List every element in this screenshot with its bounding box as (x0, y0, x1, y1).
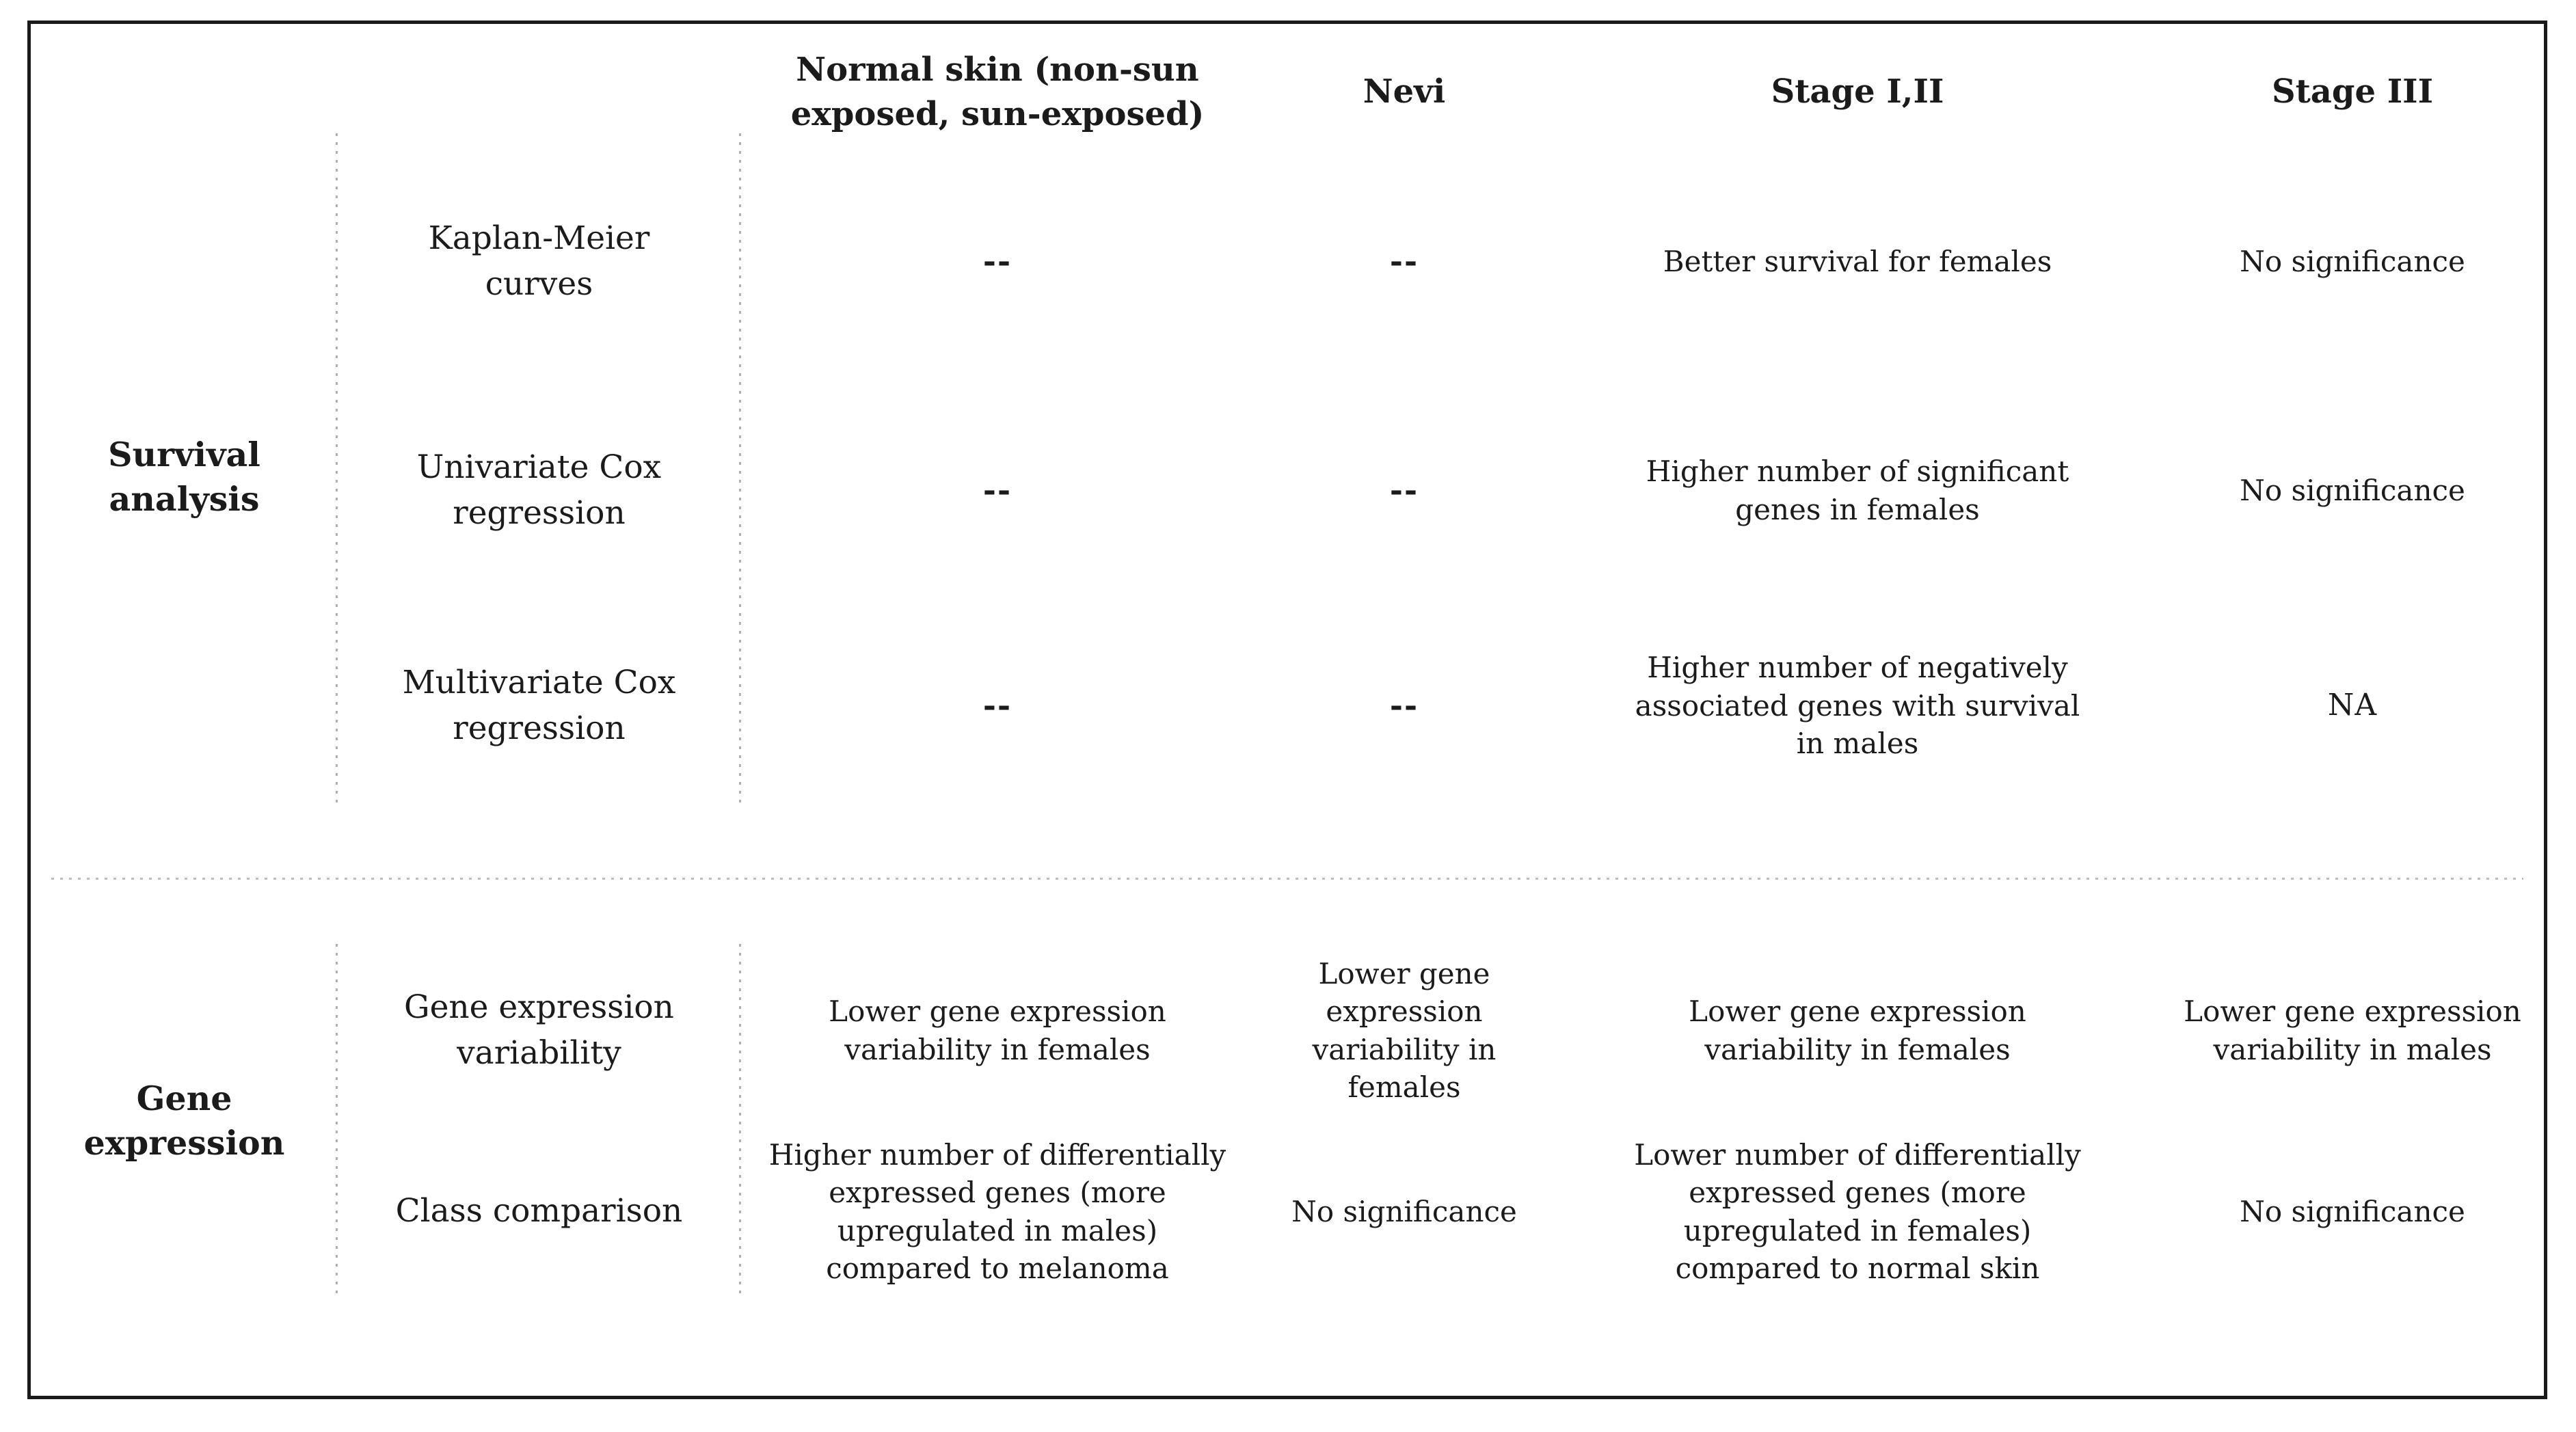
method-class-comparison: Class comparison (395, 1192, 683, 1230)
cell-variability-normal-skin: Lower gene expression variability in fem… (829, 995, 1166, 1066)
cell-kaplan-meier-stage-i-ii: Better survival for females (1663, 244, 2052, 278)
method-gene-expression-variability: Gene expression variability (404, 988, 674, 1072)
col-header-stage-i-ii: Stage I,II (1771, 72, 1944, 111)
col-header-normal-skin: Normal skin (non-sun exposed, sun-expose… (790, 50, 1205, 133)
method-kaplan-meier-curves: Kaplan-Meier curves (428, 219, 650, 303)
cell-kaplan-meier-stage-iii: No significance (2240, 244, 2465, 278)
section-divider-line (51, 878, 2523, 880)
cell-multivariate-cox-stage-i-ii: Higher number of negatively associated g… (1635, 651, 2080, 761)
results-table: Normal skin (non-sun exposed, sun-expose… (27, 21, 2547, 1399)
cell-kaplan-meier-nevi: -- (1389, 243, 1419, 280)
cell-class-comparison-stage-iii: No significance (2240, 1194, 2465, 1228)
cell-class-comparison-stage-i-ii: Lower number of differentially expressed… (1634, 1137, 2081, 1285)
method-multivariate-cox-regression: Multivariate Cox regression (402, 663, 676, 747)
cell-univariate-cox-normal-skin: -- (982, 472, 1012, 509)
cell-univariate-cox-stage-i-ii: Higher number of significant genes in fe… (1646, 455, 2069, 526)
cell-variability-nevi: Lower gene expression variability in fem… (1312, 956, 1497, 1104)
cell-multivariate-cox-stage-iii: NA (2327, 688, 2378, 723)
cell-variability-stage-iii: Lower gene expression variability in mal… (2184, 995, 2521, 1066)
cell-variability-stage-i-ii: Lower gene expression variability in fem… (1689, 995, 2026, 1066)
row-group-gene-expression: Gene expression (83, 1079, 285, 1163)
column-separator-line (739, 944, 741, 1299)
row-group-survival-analysis: Survival analysis (108, 434, 260, 519)
column-separator-line (739, 133, 741, 807)
method-univariate-cox-regression: Univariate Cox regression (416, 448, 662, 532)
cell-kaplan-meier-normal-skin: -- (982, 243, 1012, 280)
table-grid: Normal skin (non-sun exposed, sun-expose… (31, 24, 2544, 1396)
cell-univariate-cox-nevi: -- (1389, 472, 1419, 509)
col-header-nevi: Nevi (1363, 72, 1446, 111)
col-header-stage-iii: Stage III (2271, 72, 2434, 111)
cell-class-comparison-normal-skin: Higher number of differentially expresse… (768, 1137, 1226, 1285)
cell-multivariate-cox-nevi: -- (1389, 687, 1419, 725)
column-separator-line (336, 133, 338, 807)
cell-multivariate-cox-normal-skin: -- (982, 687, 1012, 725)
cell-class-comparison-nevi: No significance (1291, 1194, 1517, 1228)
column-separator-line (336, 944, 338, 1299)
cell-univariate-cox-stage-iii: No significance (2240, 473, 2465, 507)
